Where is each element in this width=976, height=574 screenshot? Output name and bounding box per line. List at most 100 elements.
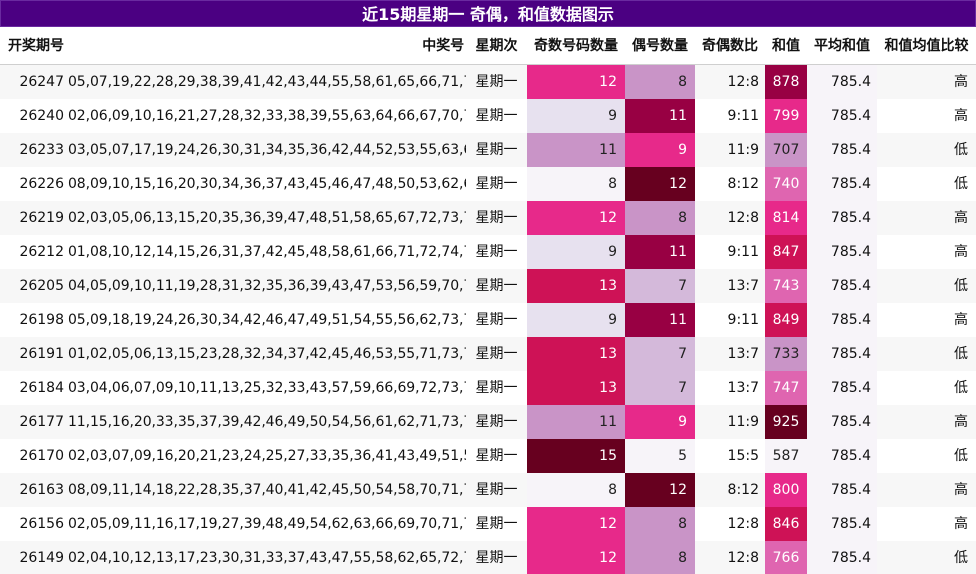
compare-cell: 低 bbox=[877, 371, 976, 405]
avg-sum-cell: 785.4 bbox=[807, 473, 877, 507]
issue-cell: 26226 bbox=[0, 167, 68, 201]
sum-cell: 846 bbox=[765, 507, 807, 541]
table-row: 26240 02,06,09,10,16,21,27,28,32,33,38,39… bbox=[0, 99, 976, 133]
ratio-cell: 8:12 bbox=[695, 473, 765, 507]
numbers-cell: 05,07,19,22,28,29,38,39,41,42,43,44,55,5… bbox=[68, 65, 466, 99]
issue-cell: 26184 bbox=[0, 371, 68, 405]
sum-cell: 878 bbox=[765, 65, 807, 99]
even-count-cell: 11 bbox=[625, 303, 695, 337]
even-count-cell: 5 bbox=[625, 439, 695, 473]
compare-cell: 低 bbox=[877, 167, 976, 201]
table-row: 26156 02,05,09,11,16,17,19,27,39,48,49,54… bbox=[0, 507, 976, 541]
header-sum: 和值 bbox=[772, 38, 800, 54]
compare-cell: 低 bbox=[877, 133, 976, 167]
odd-count-cell: 8 bbox=[527, 167, 625, 201]
weekday-cell: 星期一 bbox=[466, 371, 527, 405]
numbers-cell: 02,04,10,12,13,17,23,30,31,33,37,43,47,5… bbox=[68, 541, 466, 574]
issue-cell: 26198 bbox=[0, 303, 68, 337]
sum-cell: 587 bbox=[765, 439, 807, 473]
sum-cell: 743 bbox=[765, 269, 807, 303]
compare-cell: 高 bbox=[877, 99, 976, 133]
compare-cell: 高 bbox=[877, 473, 976, 507]
odd-count-cell: 13 bbox=[527, 337, 625, 371]
ratio-cell: 12:8 bbox=[695, 507, 765, 541]
weekday-cell: 星期一 bbox=[466, 439, 527, 473]
issue-cell: 26191 bbox=[0, 337, 68, 371]
even-count-cell: 8 bbox=[625, 65, 695, 99]
even-count-cell: 12 bbox=[625, 473, 695, 507]
sum-cell: 740 bbox=[765, 167, 807, 201]
compare-cell: 高 bbox=[877, 405, 976, 439]
ratio-cell: 12:8 bbox=[695, 541, 765, 574]
sum-cell: 766 bbox=[765, 541, 807, 574]
compare-cell: 低 bbox=[877, 541, 976, 574]
compare-cell: 高 bbox=[877, 303, 976, 337]
ratio-cell: 12:8 bbox=[695, 201, 765, 235]
avg-sum-cell: 785.4 bbox=[807, 507, 877, 541]
compare-cell: 低 bbox=[877, 337, 976, 371]
weekday-cell: 星期一 bbox=[466, 473, 527, 507]
weekday-cell: 星期一 bbox=[466, 167, 527, 201]
weekday-cell: 星期一 bbox=[466, 269, 527, 303]
avg-sum-cell: 785.4 bbox=[807, 167, 877, 201]
avg-sum-cell: 785.4 bbox=[807, 303, 877, 337]
weekday-cell: 星期一 bbox=[466, 507, 527, 541]
odd-count-cell: 9 bbox=[527, 99, 625, 133]
ratio-cell: 9:11 bbox=[695, 99, 765, 133]
even-count-cell: 9 bbox=[625, 133, 695, 167]
ratio-cell: 13:7 bbox=[695, 371, 765, 405]
compare-cell: 高 bbox=[877, 235, 976, 269]
odd-count-cell: 12 bbox=[527, 541, 625, 574]
header-compare: 和值均值比较 bbox=[884, 38, 969, 54]
numbers-cell: 02,03,07,09,16,20,21,23,24,25,27,33,35,3… bbox=[68, 439, 466, 473]
weekday-cell: 星期一 bbox=[466, 337, 527, 371]
ratio-cell: 9:11 bbox=[695, 235, 765, 269]
header-odd: 奇数号码数量 bbox=[534, 38, 618, 54]
table-row: 26184 03,04,06,07,09,10,11,13,25,32,33,43… bbox=[0, 371, 976, 405]
avg-sum-cell: 785.4 bbox=[807, 99, 877, 133]
even-count-cell: 8 bbox=[625, 507, 695, 541]
even-count-cell: 9 bbox=[625, 405, 695, 439]
table-row: 26198 05,09,18,19,24,26,30,34,42,46,47,49… bbox=[0, 303, 976, 337]
odd-count-cell: 13 bbox=[527, 269, 625, 303]
avg-sum-cell: 785.4 bbox=[807, 337, 877, 371]
avg-sum-cell: 785.4 bbox=[807, 235, 877, 269]
odd-count-cell: 12 bbox=[527, 201, 625, 235]
header-weekday: 星期次 bbox=[475, 38, 518, 54]
avg-sum-cell: 785.4 bbox=[807, 201, 877, 235]
sum-cell: 800 bbox=[765, 473, 807, 507]
sum-cell: 733 bbox=[765, 337, 807, 371]
avg-sum-cell: 785.4 bbox=[807, 371, 877, 405]
weekday-cell: 星期一 bbox=[466, 99, 527, 133]
issue-cell: 26149 bbox=[0, 541, 68, 574]
even-count-cell: 7 bbox=[625, 371, 695, 405]
compare-cell: 高 bbox=[877, 507, 976, 541]
header-ratio: 奇偶数比 bbox=[702, 38, 758, 54]
avg-sum-cell: 785.4 bbox=[807, 133, 877, 167]
sum-cell: 799 bbox=[765, 99, 807, 133]
numbers-cell: 01,02,05,06,13,15,23,28,32,34,37,42,45,4… bbox=[68, 337, 466, 371]
table-row: 26233 03,05,07,17,19,24,26,30,31,34,35,36… bbox=[0, 133, 976, 167]
issue-cell: 26219 bbox=[0, 201, 68, 235]
numbers-cell: 02,06,09,10,16,21,27,28,32,33,38,39,55,6… bbox=[68, 99, 466, 133]
table-row: 26219 02,03,05,06,13,15,20,35,36,39,47,48… bbox=[0, 201, 976, 235]
even-count-cell: 12 bbox=[625, 167, 695, 201]
issue-cell: 26247 bbox=[0, 65, 68, 99]
sum-cell: 747 bbox=[765, 371, 807, 405]
sum-cell: 925 bbox=[765, 405, 807, 439]
table-row: 26212 01,08,10,12,14,15,26,31,37,42,45,48… bbox=[0, 235, 976, 269]
issue-cell: 26163 bbox=[0, 473, 68, 507]
weekday-cell: 星期一 bbox=[466, 541, 527, 574]
numbers-cell: 01,08,10,12,14,15,26,31,37,42,45,48,58,6… bbox=[68, 235, 466, 269]
weekday-cell: 星期一 bbox=[466, 235, 527, 269]
even-count-cell: 11 bbox=[625, 99, 695, 133]
weekday-cell: 星期一 bbox=[466, 65, 527, 99]
odd-count-cell: 13 bbox=[527, 371, 625, 405]
weekday-cell: 星期一 bbox=[466, 201, 527, 235]
weekday-cell: 星期一 bbox=[466, 303, 527, 337]
numbers-cell: 03,04,06,07,09,10,11,13,25,32,33,43,57,5… bbox=[68, 371, 466, 405]
issue-cell: 26205 bbox=[0, 269, 68, 303]
numbers-cell: 11,15,16,20,33,35,37,39,42,46,49,50,54,5… bbox=[68, 405, 466, 439]
odd-count-cell: 9 bbox=[527, 235, 625, 269]
issue-cell: 26170 bbox=[0, 439, 68, 473]
